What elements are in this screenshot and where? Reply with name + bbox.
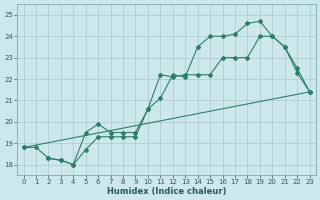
X-axis label: Humidex (Indice chaleur): Humidex (Indice chaleur) bbox=[107, 187, 226, 196]
